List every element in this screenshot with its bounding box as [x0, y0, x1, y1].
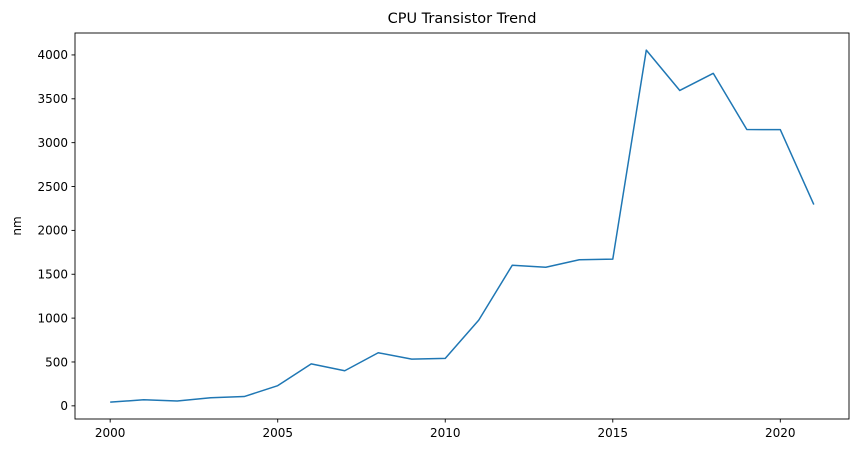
chart-title: CPU Transistor Trend: [388, 11, 537, 27]
series-line: [110, 49, 815, 403]
y-tick-label: 4000: [37, 48, 68, 62]
series-layer: [110, 49, 815, 403]
x-tick-label: 2015: [598, 426, 629, 440]
y-axis-ticks: 0 500 1000 1500 2000 2500 3000 3500 4000: [37, 48, 75, 413]
x-tick-label: 2020: [765, 426, 796, 440]
y-tick-label: 2000: [37, 224, 68, 238]
y-tick-label: 1000: [37, 311, 68, 325]
y-tick-label: 2500: [37, 180, 68, 194]
y-tick-label: 0: [60, 399, 68, 413]
y-axis-label: nm: [10, 216, 24, 235]
y-tick-label: 500: [45, 355, 68, 369]
y-tick-label: 3500: [37, 92, 68, 106]
x-tick-label: 2010: [430, 426, 461, 440]
y-tick-label: 1500: [37, 268, 68, 282]
x-axis-ticks: 2000 2005 2010 2015 2020: [95, 419, 796, 440]
x-tick-label: 2000: [95, 426, 126, 440]
y-tick-label: 3000: [37, 136, 68, 150]
x-tick-label: 2005: [262, 426, 293, 440]
plot-area: [74, 32, 850, 420]
